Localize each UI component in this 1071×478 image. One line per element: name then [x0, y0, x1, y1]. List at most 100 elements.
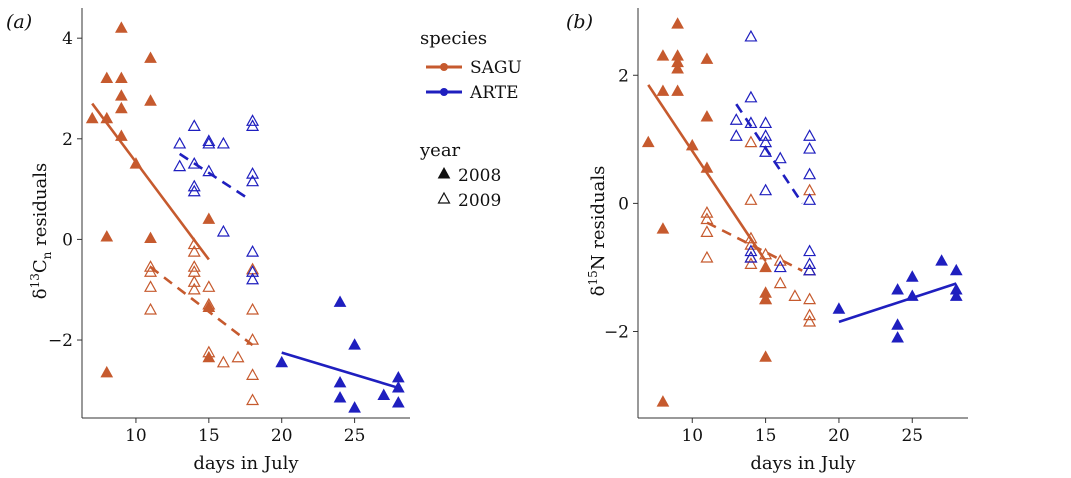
- panel-b-point-sagu-2008: [700, 52, 714, 64]
- legend-2008-label: 2008: [458, 166, 501, 186]
- panel-a-point-sagu-2009: [143, 260, 158, 272]
- panel-a-point-arte-2009: [187, 156, 201, 169]
- panel-a-point-sagu-2008: [100, 71, 114, 84]
- panel-a-point-sagu-2009: [246, 393, 260, 406]
- panel-a-label: (a): [6, 11, 32, 33]
- panel-b-point-sagu-2009: [788, 289, 802, 302]
- panel-b-fit-line-arte-2009: [735, 103, 804, 205]
- panel-a-point-sagu-2008: [144, 94, 157, 106]
- panel-b-point-arte-2009: [803, 263, 817, 276]
- legend-arte-dot: [440, 88, 448, 96]
- panel-a-point-sagu-2008: [115, 21, 128, 33]
- legend-arte-label: ARTE: [469, 83, 519, 103]
- legend-2008-filled-triangle-icon: [437, 166, 451, 179]
- panel-b-point-sagu-2008: [759, 350, 772, 362]
- panel-a-point-arte-2008: [333, 375, 347, 388]
- panel-a-point-arte-2009: [173, 136, 187, 149]
- panel-b-point-sagu-2009: [803, 314, 817, 327]
- panel-b-fit-line-sagu-2009: [706, 221, 803, 272]
- panel-a-point-arte-2008: [391, 370, 405, 383]
- panel-a-y-tick-label: 0: [62, 230, 73, 250]
- panel-a-point-sagu-2009: [187, 282, 201, 295]
- legend-2009-label: 2009: [458, 191, 501, 211]
- panel-a-point-arte-2008: [333, 391, 347, 403]
- panel-b-y-base: N: [588, 254, 609, 270]
- panel-a-point-sagu-2009: [187, 244, 201, 257]
- panel-b-y-sup: 15: [586, 270, 600, 285]
- panel-b-fit-line-sagu-2008: [647, 84, 767, 262]
- panel-b-point-sagu-2009: [744, 257, 758, 269]
- panel-a-point-arte-2009: [187, 119, 201, 131]
- panel-a-x-tick-label: 10: [125, 426, 147, 446]
- panel-a-x-tick-label: 15: [198, 426, 220, 446]
- panel-a-y-tick-label: 2: [62, 130, 73, 150]
- legend-sagu-dot: [440, 63, 448, 71]
- panel-b-point-arte-2009: [729, 129, 743, 141]
- panel-a-point-sagu-2009: [143, 302, 158, 315]
- panel-b-point-arte-2008: [832, 302, 846, 314]
- legend-species-title: species: [420, 28, 487, 49]
- panel-a-point-arte-2008: [391, 396, 405, 408]
- panel-a-point-arte-2009: [246, 174, 260, 187]
- panel-a-point-arte-2009: [216, 224, 230, 237]
- panel-a-y-rest: residuals: [30, 163, 51, 252]
- panel-b-point-sagu-2009: [744, 135, 758, 148]
- panel-b-point-arte-2009: [803, 257, 817, 269]
- panel-b-point-sagu-2008: [759, 260, 772, 273]
- panel-a-point-sagu-2008: [115, 89, 128, 101]
- panel-b-point-sagu-2008: [656, 395, 670, 407]
- panel-b-point-arte-2009: [773, 151, 787, 164]
- panel-b-point-arte-2009: [803, 244, 817, 257]
- panel-b-y-rest: residuals: [588, 166, 609, 255]
- panel-a-point-sagu-2009: [246, 302, 260, 315]
- panel-b-label: (b): [566, 11, 593, 33]
- panel-b-y-tick-label: −2: [604, 323, 629, 343]
- panel-b-point-sagu-2008: [656, 84, 670, 96]
- panel-a-point-sagu-2008: [115, 71, 128, 84]
- panel-a-point-arte-2009: [187, 179, 201, 192]
- legend-species-arte: ARTE: [426, 83, 519, 103]
- panel-a-fit-line-arte-2009: [178, 152, 246, 198]
- panel-b-point-arte-2008: [891, 283, 904, 295]
- panel-b-point-sagu-2009: [700, 250, 714, 263]
- panel-b-point-sagu-2008: [700, 110, 714, 122]
- panel-a-point-arte-2009: [202, 136, 216, 149]
- panel-b: (b) δ15N residuals days in July 10 15 20 25…: [566, 8, 968, 474]
- panel-b-point-arte-2009: [759, 129, 773, 141]
- panel-b-point-arte-2009: [773, 260, 787, 273]
- legend-year-2009: 2009: [437, 191, 501, 211]
- panel-a-point-sagu-2009: [216, 355, 230, 368]
- panel-a-point-sagu-2009: [231, 350, 245, 363]
- panel-a-point-sagu-2009: [143, 265, 158, 277]
- panel-a-point-sagu-2008: [202, 212, 216, 224]
- panel-b-point-arte-2009: [744, 244, 758, 257]
- panel-b-x-tick-label: 25: [901, 426, 923, 446]
- panel-b-point-sagu-2008: [656, 49, 670, 61]
- panel-a-point-arte-2009: [246, 272, 260, 285]
- panel-b-point-arte-2009: [729, 113, 743, 125]
- panel-b-point-sagu-2009: [759, 292, 773, 305]
- panel-a: (a) δ13Cn residuals days in July 10 15 20 2…: [6, 8, 410, 474]
- panel-b-y-tick-label: 0: [618, 194, 629, 214]
- panel-b-x-tick-label: 15: [755, 426, 777, 446]
- panel-a-fit-line-sagu-2008: [91, 102, 210, 261]
- panel-b-point-sagu-2009: [700, 225, 714, 237]
- panel-a-point-arte-2009: [246, 244, 260, 257]
- panel-b-x-tick-label: 20: [828, 426, 850, 446]
- panel-a-fit-line-sagu-2009: [149, 266, 254, 347]
- panel-b-point-arte-2008: [891, 318, 904, 330]
- panel-a-point-sagu-2009: [202, 297, 216, 310]
- panel-b-plot-area: 10 15 20 25 −2 0 2: [604, 8, 968, 446]
- panel-a-point-arte-2009: [202, 134, 216, 147]
- panel-a-x-tick-label: 25: [344, 426, 366, 446]
- panel-a-point-arte-2009: [246, 119, 260, 131]
- panel-a-fit-line-arte-2008: [281, 351, 399, 390]
- panel-a-point-arte-2008: [333, 295, 347, 307]
- panel-a-point-arte-2009: [187, 184, 201, 197]
- panel-b-point-arte-2009: [803, 167, 817, 180]
- panel-b-point-sagu-2009: [803, 308, 817, 321]
- panel-a-y-sup: 13: [28, 273, 42, 288]
- panel-a-point-sagu-2009: [187, 260, 201, 272]
- panel-a-point-sagu-2008: [100, 365, 114, 378]
